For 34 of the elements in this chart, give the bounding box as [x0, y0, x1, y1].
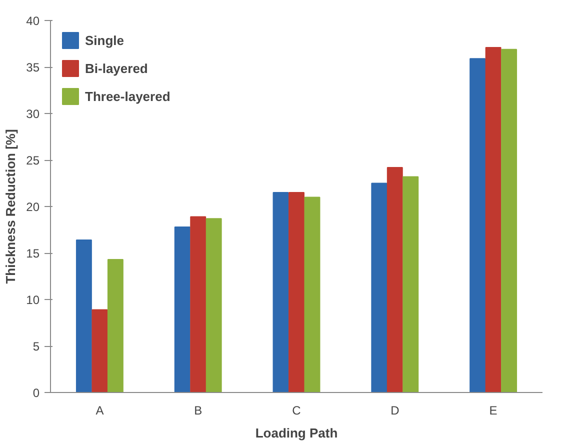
y-tick-label: 10 — [26, 293, 40, 307]
x-axis-title: Loading Path — [255, 426, 338, 440]
legend-label: Three-layered — [85, 88, 170, 104]
y-tick-label: 25 — [26, 154, 40, 168]
y-tick-label: 5 — [32, 340, 40, 354]
y-axis-title: Thickness Reduction [%] — [3, 129, 18, 284]
bar — [190, 216, 206, 392]
y-tick-label: 35 — [26, 60, 40, 74]
bar — [402, 176, 419, 392]
bar — [501, 48, 518, 392]
bar — [386, 166, 403, 392]
y-tick-label: 20 — [26, 200, 40, 214]
y-tick-label: 0 — [32, 386, 40, 400]
bar — [272, 192, 289, 392]
bar — [304, 196, 320, 392]
bar — [107, 259, 124, 392]
x-tick-label: D — [390, 404, 400, 418]
x-tick-label: B — [194, 404, 202, 418]
bar — [206, 218, 222, 392]
x-tick-label: A — [96, 404, 104, 418]
x-tick-label: E — [489, 404, 498, 418]
bar — [288, 192, 304, 392]
legend-label: Single — [85, 32, 124, 48]
bar — [371, 182, 388, 392]
bar — [92, 309, 108, 392]
legend-label: Bi-layered — [85, 60, 148, 76]
bar — [470, 58, 486, 392]
y-tick-label: 15 — [26, 246, 40, 260]
bar — [485, 46, 502, 392]
bar — [76, 239, 92, 392]
x-tick-label: C — [292, 404, 302, 418]
y-tick-label: 40 — [26, 14, 40, 28]
y-tick-label: 30 — [26, 107, 40, 121]
bar — [174, 226, 190, 392]
